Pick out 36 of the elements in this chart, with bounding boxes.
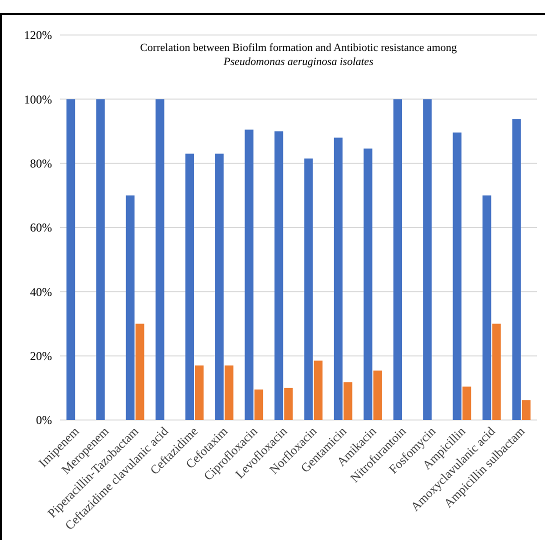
- bar: [215, 154, 224, 420]
- y-tick-label: 20%: [30, 349, 52, 364]
- y-tick-label: 80%: [30, 156, 52, 171]
- bar: [274, 131, 284, 420]
- bar: [284, 388, 293, 420]
- bar: [136, 324, 144, 420]
- y-tick-label: 40%: [30, 284, 52, 299]
- y-tick-label: 120%: [24, 28, 52, 42]
- bar: [344, 382, 352, 420]
- bar: [304, 158, 313, 420]
- bar: [314, 360, 323, 420]
- bar: [423, 99, 432, 420]
- bar: [482, 195, 492, 420]
- bar: [126, 195, 135, 420]
- bar: [393, 99, 402, 420]
- bar: [244, 130, 254, 420]
- bar: [452, 132, 462, 420]
- bar: [185, 154, 194, 420]
- bar: [492, 324, 501, 420]
- bar: [156, 99, 164, 420]
- bar: [96, 99, 105, 420]
- bar: [334, 138, 343, 420]
- bar: [462, 386, 472, 420]
- bar: [66, 99, 76, 420]
- bar: [224, 365, 234, 420]
- bar: [522, 400, 531, 420]
- bar: [512, 119, 521, 420]
- y-tick-label: 0%: [36, 413, 52, 428]
- y-tick-label: 60%: [30, 220, 52, 235]
- bar: [373, 370, 382, 420]
- bar: [194, 365, 204, 420]
- bar: [254, 390, 264, 420]
- bar: [364, 148, 372, 420]
- text: Pseudomonas aeruginosa isolates: [222, 56, 374, 68]
- y-tick-label: 100%: [24, 92, 52, 106]
- text: Correlation between Biofilm formation and Antibiotic resistance among: [140, 42, 458, 54]
